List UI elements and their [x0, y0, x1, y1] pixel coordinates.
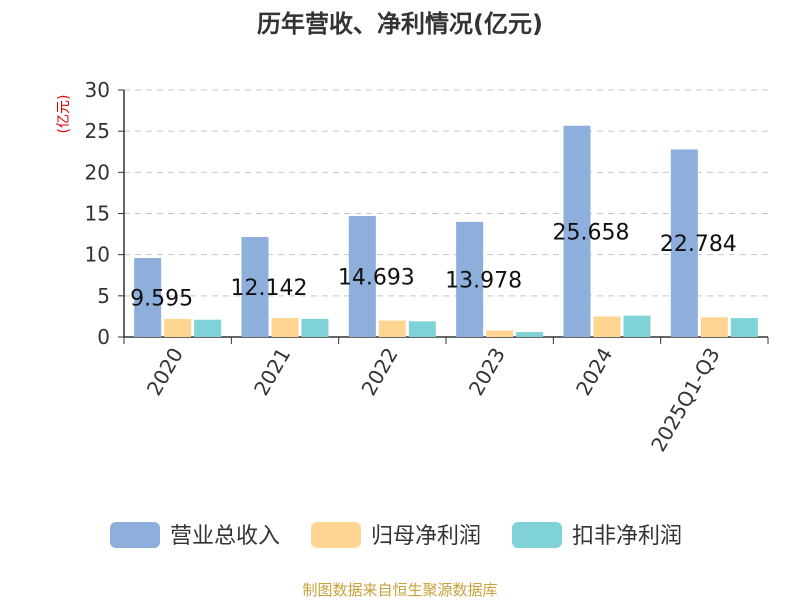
y-tick-label: 25	[85, 119, 110, 143]
y-tick-label: 10	[85, 243, 110, 267]
legend-swatch	[110, 522, 160, 548]
x-axis: 2020 2021 2022 2023 2024 2025Q1-Q3	[123, 336, 769, 456]
bars	[134, 125, 758, 337]
x-tick-label: 2022	[356, 344, 402, 400]
bar	[378, 320, 406, 337]
bar	[623, 315, 651, 337]
data-label: 14.693	[338, 266, 415, 291]
data-label: 22.784	[660, 232, 737, 257]
bar	[516, 332, 544, 337]
y-axis: 0 5 10 15 20 25 30	[85, 78, 125, 349]
y-tick-label: 5	[97, 284, 110, 308]
grid-lines	[124, 89, 768, 297]
legend: 营业总收入 归母净利润 扣非净利润	[110, 522, 682, 549]
y-tick-label: 30	[85, 78, 110, 102]
bar	[670, 149, 698, 337]
bar	[348, 216, 376, 337]
y-tick-label: 0	[97, 325, 110, 349]
legend-swatch	[512, 522, 562, 548]
data-labels: 9.595 12.142 14.693 13.978 25.658 22.784	[130, 220, 737, 311]
bar	[408, 321, 436, 337]
x-tick-label: 2023	[464, 343, 510, 399]
data-label: 25.658	[553, 220, 630, 245]
legend-label: 归母净利润	[371, 524, 481, 549]
bar	[241, 237, 269, 337]
y-tick-label: 15	[85, 202, 110, 226]
bar	[593, 316, 621, 337]
bar	[301, 318, 329, 337]
legend-label: 扣非净利润	[572, 524, 682, 549]
data-label: 13.978	[445, 268, 522, 293]
legend-label: 营业总收入	[170, 524, 280, 549]
x-tick-label: 2025Q1-Q3	[646, 344, 725, 456]
legend-swatch	[311, 522, 361, 548]
bar	[194, 319, 222, 337]
data-label: 12.142	[231, 276, 308, 301]
chart-title: 历年营收、净利情况(亿元)	[257, 10, 543, 38]
y-tick-label: 20	[85, 160, 110, 184]
bar	[486, 330, 514, 337]
y-axis-unit-label: (亿元)	[56, 95, 72, 134]
x-tick-label: 2020	[142, 344, 188, 400]
x-tick-label: 2024	[571, 344, 617, 400]
source-note: 制图数据来自恒生聚源数据库	[302, 581, 497, 599]
bar	[730, 318, 758, 337]
bar	[456, 221, 484, 337]
x-tick-label: 2021	[249, 344, 295, 400]
bar	[134, 258, 162, 337]
bar	[164, 318, 192, 337]
bar	[563, 125, 591, 337]
data-label: 9.595	[130, 287, 193, 312]
bar	[271, 318, 299, 337]
bar	[700, 317, 728, 337]
